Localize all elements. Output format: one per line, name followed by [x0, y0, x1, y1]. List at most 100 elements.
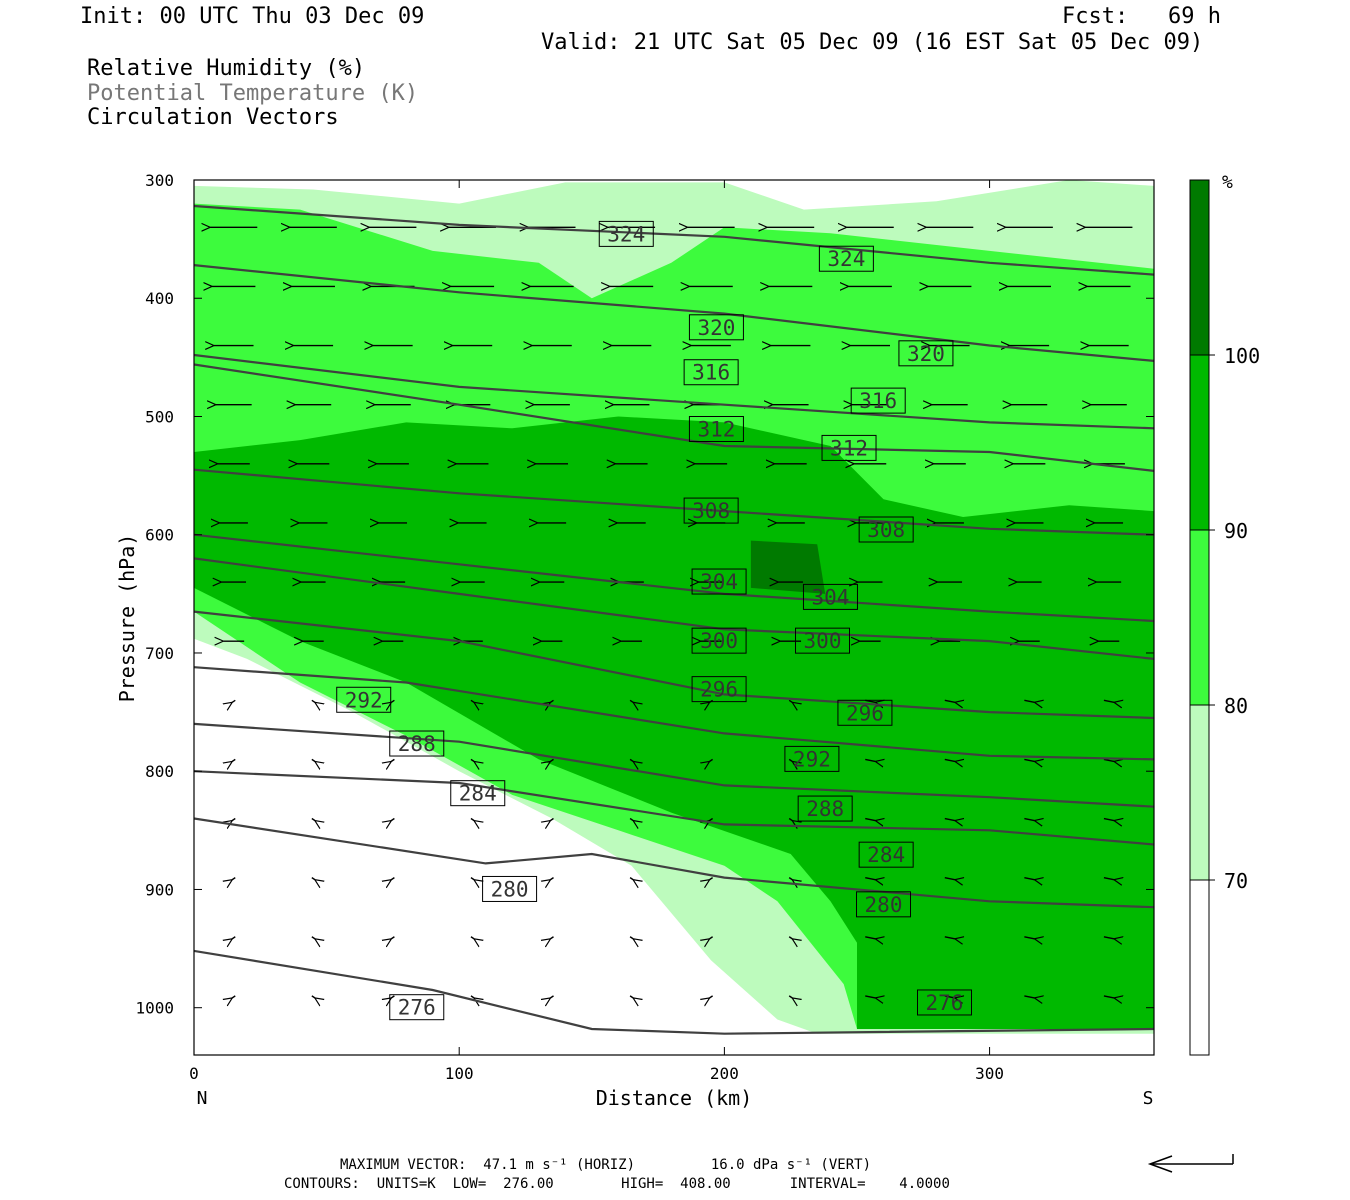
theta-contour-308 — [194, 468, 1154, 536]
vector-arrow — [788, 699, 792, 702]
vector-arrow — [710, 877, 714, 880]
vector-arrow — [311, 699, 315, 702]
theta-label: 324 — [827, 247, 865, 271]
max-vector-note: MAXIMUM VECTOR: 47.1 m s⁻¹ (HORIZ) 16.0 … — [340, 1157, 872, 1173]
vector-arrow — [710, 936, 714, 939]
theta-label-box — [858, 516, 914, 543]
y-tick-label: 700 — [145, 644, 174, 663]
vector-arrow — [710, 817, 714, 821]
vector-arrow — [391, 699, 395, 702]
vector-arrow — [710, 758, 714, 761]
theta-contour-320 — [194, 264, 1154, 362]
vector-arrow — [311, 877, 315, 880]
vector-arrow — [1103, 759, 1114, 761]
theta-label-box — [336, 686, 392, 713]
vector-arrow — [551, 995, 554, 998]
theta-contour-280 — [194, 817, 1154, 909]
y-axis-title: Pressure (hPa) — [115, 534, 139, 703]
colorbar-level-label: 90 — [1224, 519, 1248, 543]
vector-arrow — [391, 936, 395, 939]
vector-arrow — [470, 936, 474, 939]
vector-arrow — [788, 758, 792, 761]
vector-arrow — [944, 700, 955, 702]
vector-arrow — [788, 817, 792, 821]
theta-label: 296 — [700, 678, 738, 702]
vector-arrow — [788, 936, 792, 939]
theta-label: 276 — [398, 996, 436, 1020]
x-end-label-north: N — [197, 1088, 208, 1109]
vector-arrow — [311, 758, 315, 761]
theta-label: 316 — [692, 361, 730, 385]
vector-arrow — [788, 995, 792, 998]
theta-label-box — [389, 730, 445, 757]
theta-label-box — [850, 387, 906, 414]
contour-info-note: CONTOURS: UNITS=K LOW= 276.00 HIGH= 408.… — [284, 1176, 950, 1192]
theta-contour-300 — [194, 557, 1154, 660]
y-tick-label: 600 — [145, 526, 174, 545]
theta-label-box — [818, 245, 874, 272]
vector-arrow — [1103, 819, 1114, 821]
theta-label-box — [683, 359, 739, 386]
theta-label: 280 — [491, 877, 529, 901]
vector-arrow — [629, 995, 633, 998]
vector-arrow — [470, 877, 474, 880]
y-tick-label: 1000 — [135, 999, 174, 1018]
vector-arrow — [629, 699, 633, 702]
vector-arrow — [1024, 700, 1034, 702]
theta-label-box — [688, 314, 744, 341]
vector-arrow — [551, 817, 554, 821]
plot-frame — [193, 179, 1155, 1056]
y-tick-label: 300 — [145, 171, 174, 190]
vector-arrow — [1024, 878, 1034, 880]
vector-arrow — [865, 819, 875, 821]
axes: 300 400 500 600 700 800 900 1000 0 100 200 300 N S Dis… — [115, 171, 1155, 1110]
vector-arrow — [232, 699, 236, 702]
vector-arrow — [470, 817, 474, 821]
theta-label-box — [795, 627, 851, 654]
colorbar-level-label: 100 — [1224, 344, 1260, 368]
theta-label: 312 — [830, 436, 868, 460]
x-tick-label: 100 — [445, 1064, 474, 1083]
theta-label-box — [856, 891, 912, 918]
theta-label-box — [797, 795, 853, 822]
colorbar-segment — [1190, 880, 1209, 1055]
vector-arrow — [1024, 819, 1034, 821]
vector-arrow — [391, 758, 395, 761]
theta-label-box — [858, 841, 914, 868]
field-title-vectors: Circulation Vectors — [87, 105, 339, 130]
theta-label-box — [784, 745, 840, 772]
vector-arrow — [391, 995, 395, 998]
theta-label: 300 — [804, 629, 842, 653]
vector-arrow — [788, 877, 792, 880]
theta-label: 304 — [700, 570, 738, 594]
x-tick-label: 200 — [710, 1064, 739, 1083]
theta-label-box — [389, 994, 445, 1021]
colorbar-level-label: 80 — [1224, 694, 1248, 718]
theta-contour-316 — [194, 353, 1154, 430]
theta-contour-284 — [194, 770, 1154, 846]
vector-arrow — [1103, 878, 1114, 880]
vector-arrow — [865, 996, 875, 998]
colorbar-level-label: 70 — [1224, 869, 1248, 893]
vector-arrow — [944, 878, 955, 880]
vector-arrow — [944, 759, 955, 761]
theta-label-box — [691, 627, 747, 654]
vector-arrow — [551, 699, 554, 702]
theta-label: 320 — [907, 342, 945, 366]
theta-label: 316 — [859, 389, 897, 413]
theta-label: 288 — [398, 732, 436, 756]
vector-arrow — [551, 758, 554, 761]
vector-arrow — [391, 817, 395, 821]
rh-fill-rh100 — [750, 540, 826, 594]
vector-arrow — [232, 758, 236, 761]
vector-arrow — [629, 936, 633, 939]
y-tick-label: 400 — [145, 289, 174, 308]
vector-arrow — [629, 877, 633, 880]
vector-arrow — [629, 758, 633, 761]
theta-label-box — [821, 434, 877, 461]
vector-arrow — [865, 937, 875, 939]
theta-label: 292 — [345, 688, 383, 712]
theta-label: 308 — [692, 499, 730, 523]
x-tick-label: 0 — [189, 1064, 199, 1083]
